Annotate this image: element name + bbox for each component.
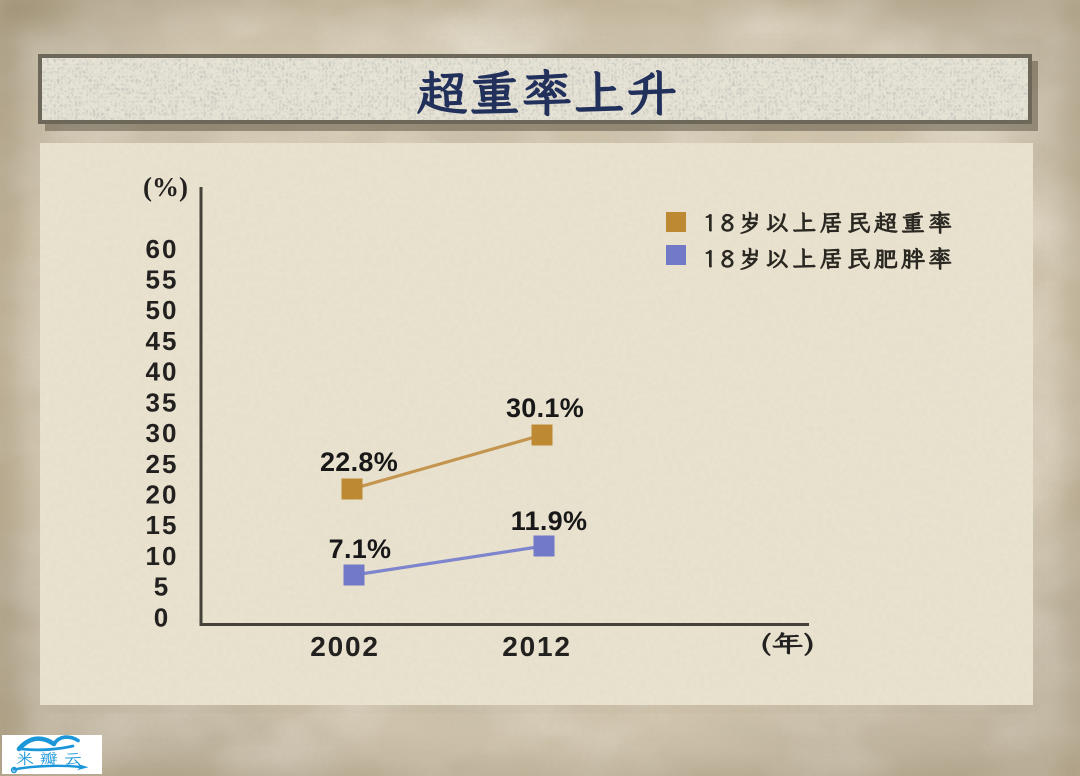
svg-text:2012: 2012 bbox=[502, 631, 572, 662]
svg-text:60: 60 bbox=[146, 234, 179, 264]
svg-text:2002: 2002 bbox=[310, 631, 380, 662]
svg-text:45: 45 bbox=[146, 326, 179, 356]
svg-text:15: 15 bbox=[146, 510, 179, 540]
svg-text:30.1%: 30.1% bbox=[506, 393, 584, 423]
svg-text:20: 20 bbox=[146, 480, 179, 510]
svg-text:7.1%: 7.1% bbox=[329, 534, 392, 564]
svg-text:22.8%: 22.8% bbox=[320, 447, 398, 477]
svg-text:35: 35 bbox=[146, 387, 179, 417]
svg-text:0: 0 bbox=[154, 602, 170, 632]
svg-text:40: 40 bbox=[146, 357, 179, 387]
svg-text:30: 30 bbox=[146, 418, 179, 448]
svg-text:55: 55 bbox=[146, 265, 179, 295]
svg-text:50: 50 bbox=[146, 295, 179, 325]
svg-text:5: 5 bbox=[154, 572, 170, 602]
svg-text:(%): (%) bbox=[143, 172, 188, 202]
svg-text:11.9%: 11.9% bbox=[511, 506, 588, 536]
svg-text:25: 25 bbox=[146, 449, 179, 479]
svg-text:10: 10 bbox=[146, 541, 179, 571]
